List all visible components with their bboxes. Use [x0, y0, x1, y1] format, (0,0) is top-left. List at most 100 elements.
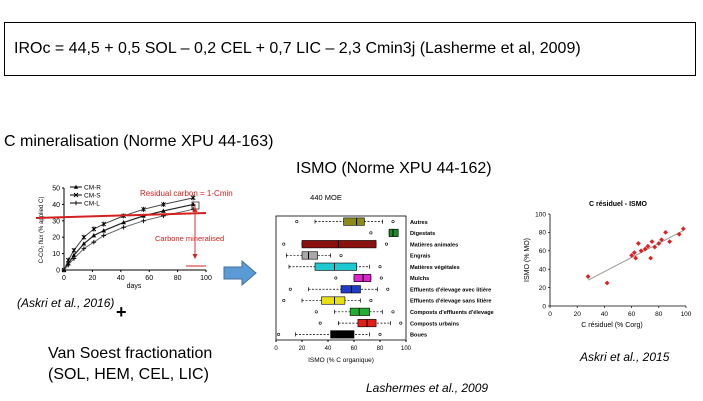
- mineralised-arrow-head-down: [192, 254, 198, 259]
- x-tick-label: 40: [325, 346, 332, 352]
- askri-2015-citation: Askri et al., 2015: [580, 350, 670, 364]
- outlier-point: [334, 276, 338, 280]
- trend-line: [587, 230, 684, 281]
- plus-sign: +: [116, 302, 127, 322]
- x-axis-label: ISMO (% C organique): [308, 357, 374, 364]
- box: [349, 307, 370, 316]
- outlier-point: [318, 321, 322, 325]
- box: [343, 217, 365, 226]
- x-tick-label: 60: [351, 346, 358, 352]
- y-tick-label: 20: [539, 285, 547, 292]
- outlier-point: [379, 276, 383, 280]
- x-tick-label: 20: [89, 275, 97, 282]
- scatter-point: [652, 244, 658, 250]
- series-line-cm-r: [63, 203, 194, 271]
- scatter-point: [629, 253, 634, 258]
- data-point: [91, 233, 97, 238]
- box: [353, 273, 372, 283]
- data-point: [61, 267, 67, 273]
- askri-2016-citation: (Askri et al., 2016): [17, 296, 115, 310]
- carbone-mineralised-label: Carbone mineralised: [155, 234, 224, 243]
- legend-marker: [73, 184, 79, 189]
- formula-box: IROc = 44,5 + 0,5 SOL – 0,2 CEL + 0,7 LI…: [4, 22, 696, 76]
- scatter-point: [604, 280, 610, 286]
- x-tick-label: 60: [145, 275, 153, 282]
- outlier-point: [314, 310, 318, 314]
- x-tick-label: 100: [681, 311, 692, 318]
- outlier-point: [399, 321, 403, 325]
- outlier-point: [369, 299, 373, 303]
- category-label: Matières végétales: [410, 265, 460, 271]
- category-label: Effluents d'élevage sans litière: [410, 299, 492, 305]
- scatter-point: [585, 274, 591, 279]
- scatter-point: [676, 231, 682, 237]
- y-axis-label: C-CO₂ flux (% applied C): [39, 197, 45, 264]
- scatter-point: [642, 246, 648, 252]
- category-label: Engrais: [410, 254, 431, 260]
- x-tick-label: 40: [601, 311, 609, 318]
- data-point: [161, 201, 166, 207]
- data-point: [65, 262, 71, 268]
- scatter-point: [633, 255, 639, 261]
- outlier-point: [386, 287, 390, 291]
- x-tick-label: 40: [117, 275, 125, 282]
- lashermes-2009-citation: Lashermes et al., 2009: [366, 381, 489, 395]
- outlier-point: [295, 220, 299, 224]
- outlier-point: [385, 242, 389, 246]
- boxplot-frame: [275, 215, 407, 341]
- box: [301, 240, 377, 249]
- box: [321, 296, 346, 305]
- x-tick-label: 60: [628, 311, 636, 318]
- mineralised-arrow-head-up: [192, 207, 198, 212]
- outlier-point: [378, 332, 382, 336]
- category-label: Mulchs: [410, 276, 429, 282]
- van-soest-line2: (SOL, HEM, CEL, LIC): [48, 366, 209, 383]
- x-tick-label: 80: [655, 311, 663, 318]
- scatter-point: [656, 241, 662, 246]
- data-point: [91, 239, 97, 245]
- c-residuel-scatter-chart: C résiduel - ISMO 0 20 40 60 80 100 0 20 40 60 80 10…: [524, 201, 692, 329]
- scatter-point: [645, 243, 651, 249]
- x-tick-label: 100: [200, 275, 212, 282]
- scatter-point: [680, 226, 686, 232]
- outlier-point: [378, 265, 382, 269]
- van-soest-line1: Van Soest fractionation: [48, 345, 213, 362]
- x-axis-label: C résiduel (% Corg): [581, 322, 642, 329]
- box: [330, 330, 355, 339]
- x-tick-label: 0: [62, 275, 66, 282]
- outlier-point: [391, 310, 395, 314]
- data-point: [81, 234, 87, 240]
- series-line-cm-s: [63, 197, 194, 271]
- data-point: [81, 246, 87, 251]
- legend-label: CM-L: [84, 201, 100, 208]
- boxplot-title: 440 MOE: [310, 193, 342, 202]
- data-point: [71, 256, 77, 261]
- box: [340, 285, 361, 294]
- outlier-point: [282, 299, 286, 303]
- data-point: [101, 228, 107, 233]
- scatter-point: [631, 250, 637, 256]
- data-point: [81, 241, 87, 246]
- scatter-point: [667, 239, 673, 244]
- scatter-point: [638, 248, 644, 254]
- legend-label: CM-R: [84, 185, 101, 192]
- data-point: [71, 247, 77, 253]
- y-tick-label: 30: [52, 218, 60, 225]
- y-tick-label: 50: [52, 186, 60, 193]
- series-line-cm-l: [63, 208, 194, 271]
- y-tick-label: 60: [539, 248, 547, 255]
- y-tick-label: 10: [52, 251, 60, 258]
- data-point: [91, 226, 97, 232]
- outlier-point: [391, 220, 395, 224]
- ismo-boxplot-chart: 440 MOE 0 20 40 60 80 100 ISMO (% C organique) A…: [274, 193, 493, 364]
- y-tick-label: 0: [542, 303, 546, 310]
- box: [301, 251, 318, 260]
- outlier-point: [369, 231, 373, 235]
- y-tick-label: 0: [56, 268, 60, 275]
- scatter-point: [659, 237, 664, 243]
- y-tick-label: 40: [539, 267, 547, 274]
- y-tick-label: 100: [535, 211, 546, 218]
- x-tick-label: 0: [274, 346, 278, 352]
- category-label: Composts urbains: [410, 321, 459, 327]
- formula-text: IROc = 44,5 + 0,5 SOL – 0,2 CEL + 0,7 LI…: [14, 40, 581, 57]
